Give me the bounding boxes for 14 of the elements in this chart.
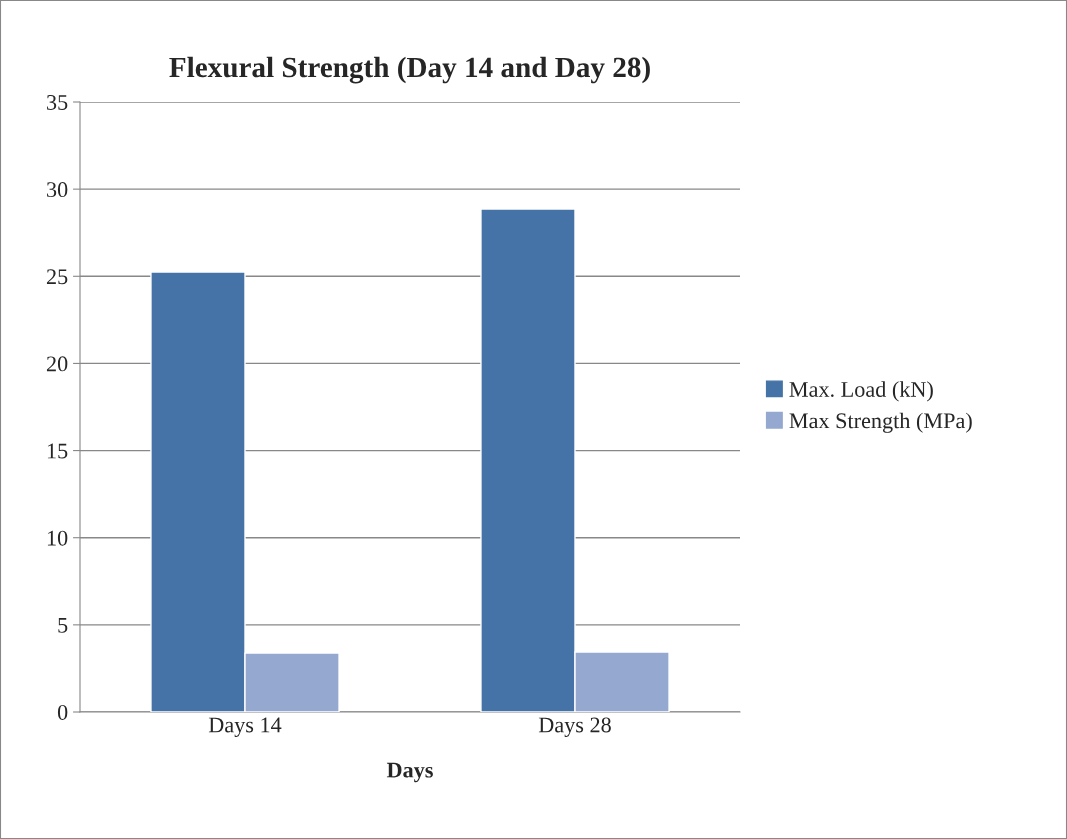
- chart-title: Flexural Strength (Day 14 and Day 28): [169, 56, 650, 84]
- y-tick-label: 15: [47, 443, 68, 459]
- y-tick-label: 35: [47, 94, 68, 110]
- y-tick-label: 5: [58, 618, 68, 633]
- y-tick-label: 30: [47, 182, 68, 198]
- x-tick-label: Days 14: [208, 717, 282, 738]
- y-tick-label: 20: [46, 356, 68, 372]
- legend-label: Max Strength (MPa): [789, 412, 972, 433]
- y-tick-label: 25: [46, 269, 68, 285]
- legend-label: Max. Load (kN): [789, 381, 933, 402]
- y-tick-label: 10: [47, 530, 68, 546]
- x-tick-label: Days 28: [538, 717, 611, 738]
- y-tick-label: 0: [57, 704, 68, 720]
- x-axis-title: Days: [386, 762, 433, 783]
